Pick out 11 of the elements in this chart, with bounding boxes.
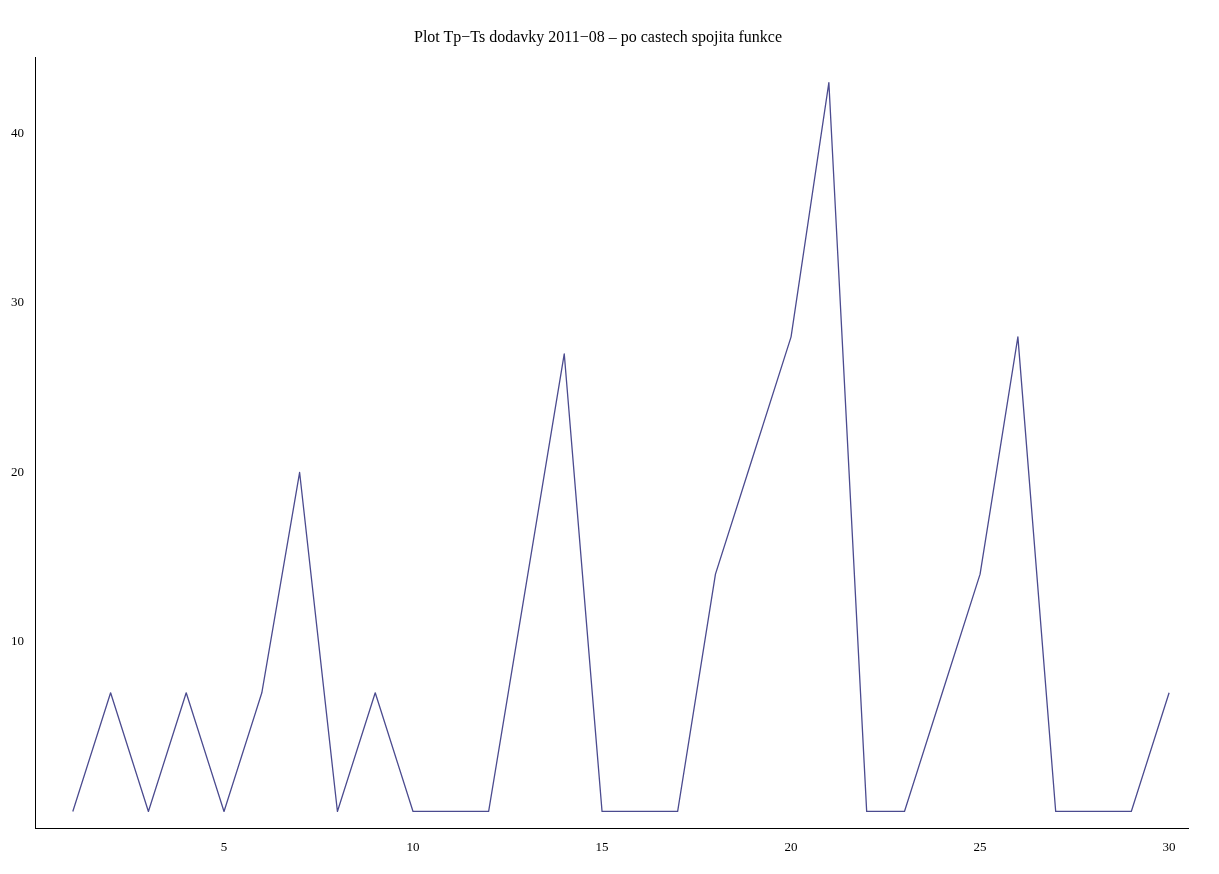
x-tick-label: 5 [220, 838, 228, 854]
y-tick-label: 10 [11, 633, 24, 649]
y-tick-label: 30 [11, 294, 24, 310]
y-tick-label: 40 [11, 124, 24, 140]
x-tick-label: 15 [595, 838, 609, 854]
x-tick-label: 30 [1162, 838, 1176, 854]
x-tick-label: 10 [406, 838, 420, 854]
y-tick-label: 20 [11, 463, 24, 479]
x-tick-label: 20 [784, 838, 798, 854]
chart-title: Plot Tp−Ts dodavky 2011−08 – po castech spojita funkce [414, 27, 782, 46]
x-tick-label: 25 [973, 838, 987, 854]
